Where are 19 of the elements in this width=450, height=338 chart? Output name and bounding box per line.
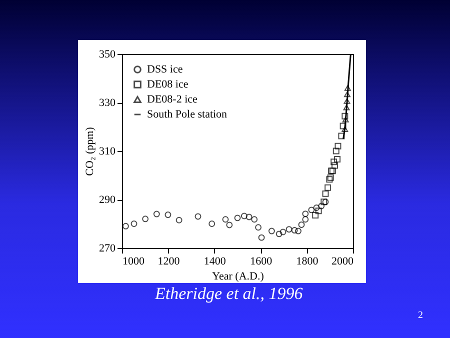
x-tick-label: 2000	[332, 256, 354, 268]
y-tick-label: 290	[99, 194, 116, 206]
x-tick-label: 1800	[296, 256, 319, 268]
legend-label: DSS ice	[147, 64, 183, 76]
y-tick-label: 270	[99, 242, 116, 254]
x-tick-label: 1000	[122, 256, 145, 268]
legend-label: South Pole station	[147, 108, 228, 120]
y-tick-label: 330	[99, 97, 116, 109]
x-axis-title: Year (A.D.)	[212, 270, 264, 282]
text: 2	[418, 310, 423, 321]
x-tick-label: 1400	[204, 256, 226, 268]
x-tick-label: 1200	[158, 256, 180, 268]
legend-label: DE08-2 ice	[147, 94, 198, 106]
y-axis-title: CO₂ (ppm)	[84, 126, 96, 176]
legend-label: DE08 ice	[147, 78, 188, 90]
y-tick-label: 350	[99, 48, 116, 60]
x-tick-label: 1600	[250, 256, 273, 268]
y-tick-label: 310	[99, 146, 116, 158]
text: Etheridge et al., 1996	[155, 284, 303, 304]
